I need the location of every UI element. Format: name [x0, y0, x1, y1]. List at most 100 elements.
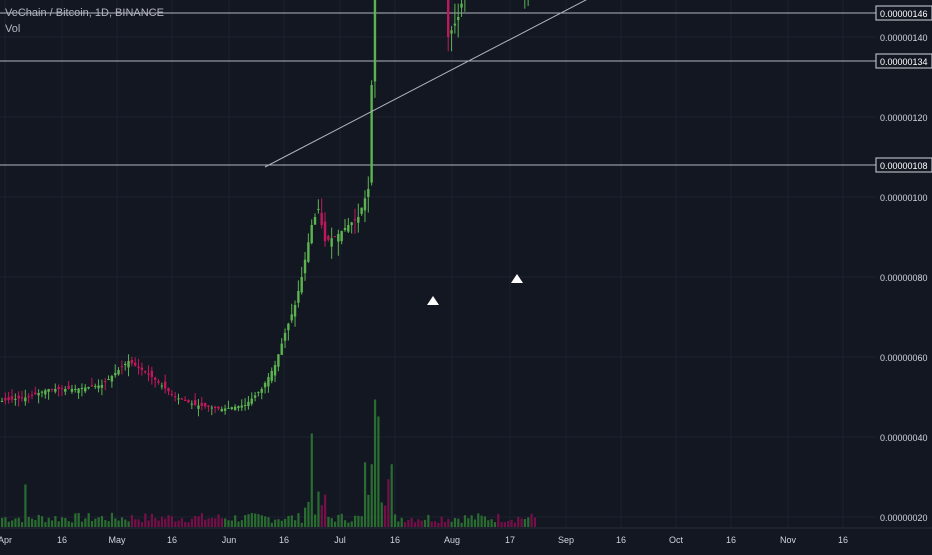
volume-bar [24, 484, 27, 527]
candle-body [160, 385, 164, 387]
volume-bar [154, 518, 157, 527]
volume-bar [230, 520, 233, 527]
candle-body [240, 405, 243, 408]
volume-bar [314, 514, 317, 527]
x-tick-label: 16 [279, 535, 289, 545]
candle-body [97, 385, 100, 389]
candle-body [190, 403, 194, 405]
volume-bar [387, 479, 390, 527]
volume-bar [294, 520, 297, 527]
volume-bar [160, 516, 164, 527]
y-tick-label: 0.00000020 [880, 513, 928, 523]
volume-bar [244, 515, 247, 527]
x-tick-label: 16 [57, 535, 67, 545]
trendline[interactable] [264, 0, 630, 168]
candle-body [87, 387, 90, 389]
volume-bar [493, 522, 497, 527]
volume-bar [57, 521, 60, 527]
candle-body [64, 389, 67, 392]
x-tick-label: 16 [838, 535, 848, 545]
candle-body [167, 388, 170, 392]
volume-bar [250, 513, 253, 527]
candle-body [247, 401, 250, 407]
volume-bar [124, 519, 127, 527]
candle-body [17, 395, 20, 399]
candle-body [60, 388, 64, 390]
volume-bar [150, 513, 154, 527]
candle-body [323, 221, 327, 241]
volume-bar [137, 519, 140, 527]
volume-bar [34, 520, 37, 527]
y-tick-label: 0.00000060 [880, 353, 928, 363]
x-tick-label: 16 [726, 535, 736, 545]
volume-bar [480, 515, 483, 527]
candle-body [107, 379, 110, 380]
volume-bar [437, 522, 440, 527]
horizontal-levels[interactable] [0, 0, 876, 166]
candle-body [200, 402, 203, 406]
level-box [875, 5, 932, 21]
volume-bar [104, 520, 107, 527]
candle-body [104, 381, 107, 383]
volume-bar [523, 519, 527, 527]
time-axis[interactable]: Apr 16 May 16 Jun 16 Jul 16 Aug 17 Sep 16 Oct 16 Nov 16 [0, 527, 932, 550]
x-tick-label: Jul [334, 535, 346, 545]
price-axis[interactable]: 0.00000020 0.00000040 0.00000060 0.00000080… [838, 0, 932, 528]
candle-body [124, 364, 127, 366]
volume-bar [420, 520, 423, 527]
volume-bar [430, 521, 433, 527]
volume-bar [510, 519, 513, 527]
candle-body [77, 388, 80, 393]
candle-body [100, 385, 104, 388]
candle-body [217, 406, 220, 409]
candle-body [24, 397, 27, 402]
candle-body [223, 408, 227, 411]
volume-bar [390, 464, 393, 527]
volume-bar [350, 521, 353, 527]
volume-bar [260, 515, 263, 527]
candle-body [347, 225, 350, 232]
candle-body [277, 354, 280, 367]
volume-bar [220, 518, 223, 527]
candle-body [143, 371, 147, 373]
volume-bar [373, 399, 377, 527]
candle-body [320, 213, 323, 225]
candle-body [363, 198, 367, 211]
volume-bar [360, 516, 363, 527]
volume-bar [470, 515, 473, 527]
volume-bar [114, 518, 117, 527]
volume-bar [337, 514, 340, 527]
volume-bar [280, 520, 283, 527]
volume-bar [37, 514, 40, 527]
volume-bar [443, 522, 447, 527]
volume-bar [417, 519, 420, 527]
candle-body [260, 389, 263, 393]
x-tick-label: Aug [444, 535, 460, 545]
candle-body [30, 394, 34, 396]
candle-body [233, 406, 237, 410]
candle-body [37, 393, 40, 396]
candle-body [270, 371, 273, 381]
volume-bar [363, 462, 367, 527]
volume-bar [107, 521, 110, 527]
volume-bar [7, 521, 10, 527]
volume-bar [214, 518, 217, 527]
volume-bar [327, 516, 330, 527]
volume-bar [44, 522, 47, 527]
candle-body [134, 362, 137, 366]
volume-bars [1, 399, 536, 527]
x-tick-label: Oct [669, 535, 684, 545]
volume-bar [483, 516, 487, 527]
candle-body [253, 395, 257, 398]
candle-body [453, 23, 457, 26]
x-tick-label: Apr [0, 535, 12, 545]
candle-body [340, 231, 343, 242]
volume-bar [157, 520, 160, 527]
volume-bar [64, 517, 67, 527]
volume-bar [240, 520, 243, 527]
volume-bar [317, 491, 320, 527]
candle-body [40, 391, 44, 393]
candle-body [297, 291, 300, 303]
